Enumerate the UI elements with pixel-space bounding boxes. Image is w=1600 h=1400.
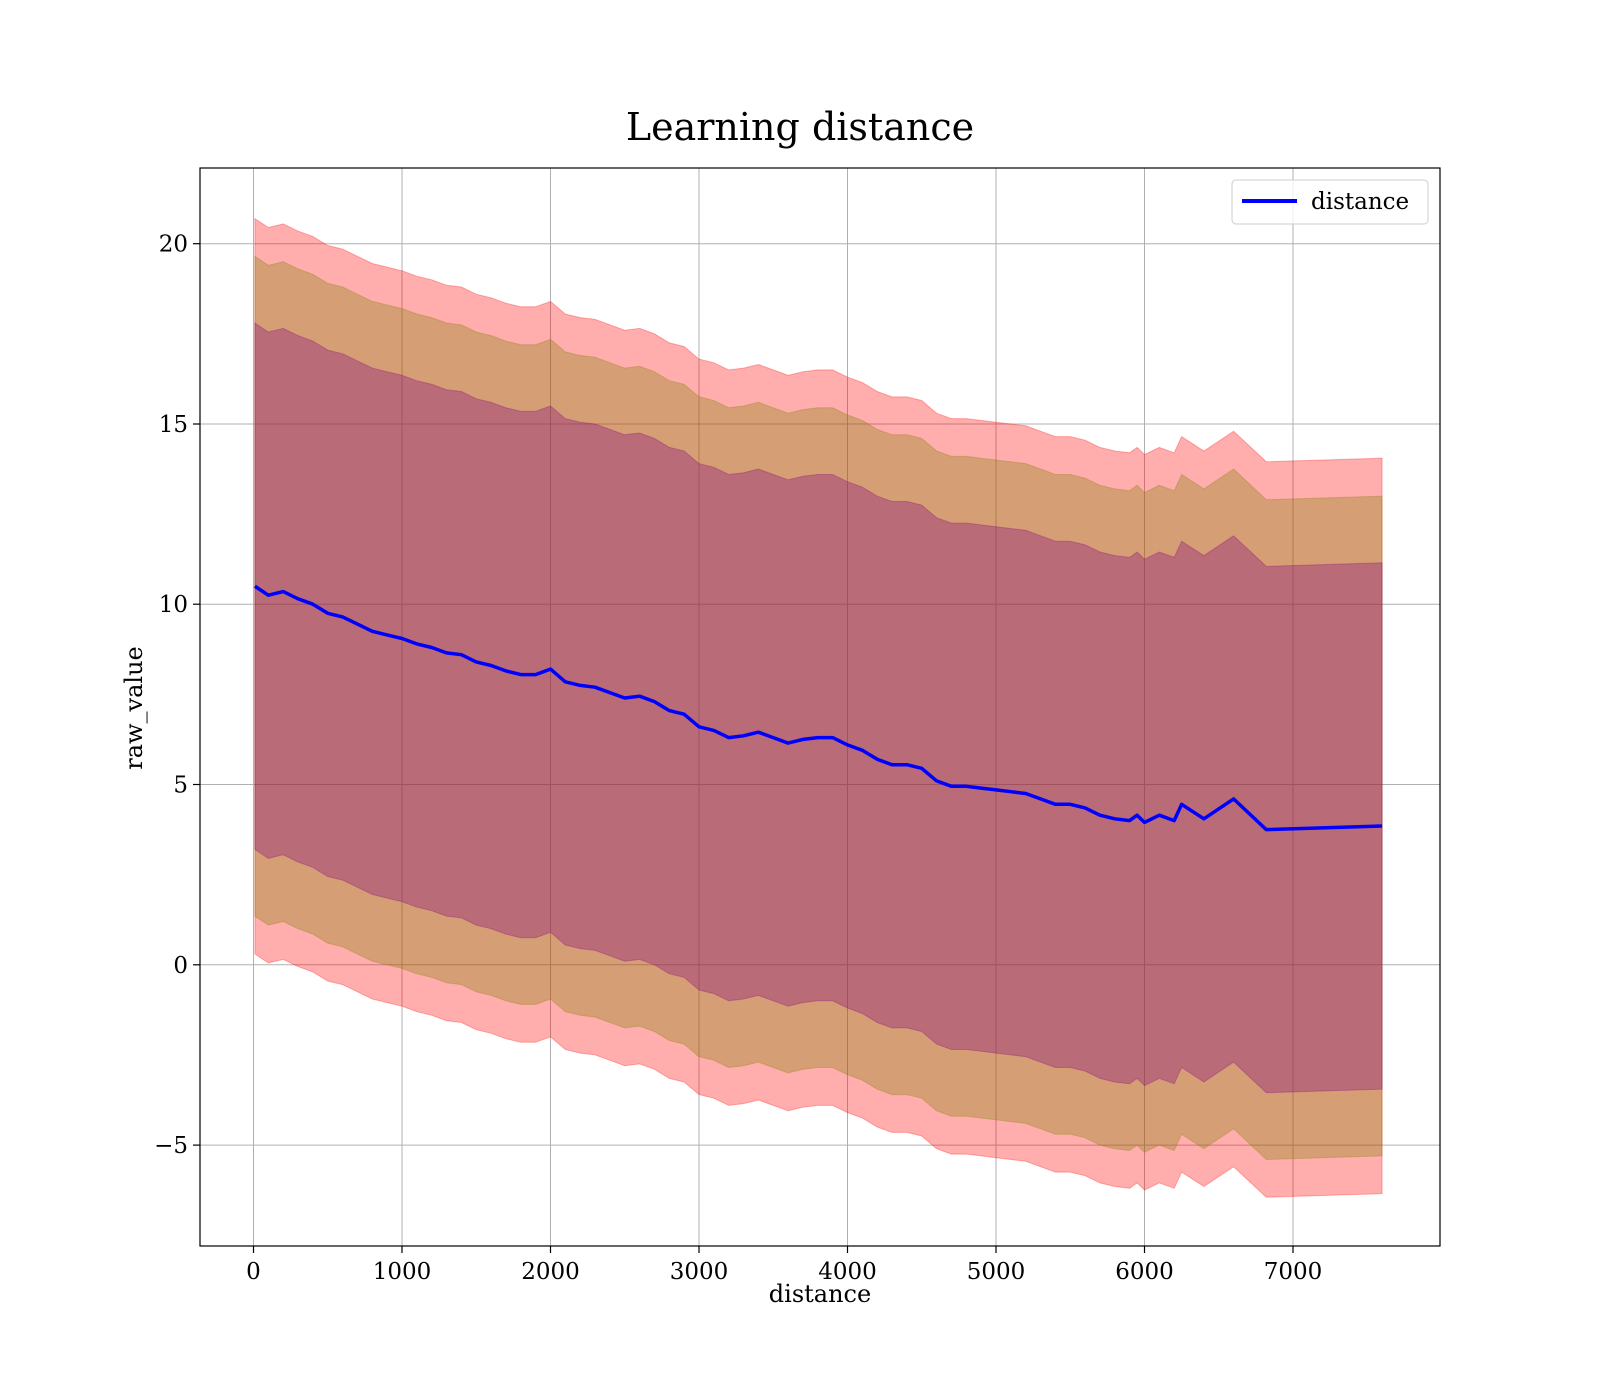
x-tick-label: 3000 <box>670 1259 729 1285</box>
ticks: 0 1000 2000 3000 4000 5000 6000 7000 −5 0 5 10 15 20 <box>154 232 1322 1285</box>
x-tick-label: 1000 <box>373 1259 432 1285</box>
x-tick-label: 0 <box>246 1259 261 1285</box>
series-lines <box>253 584 1383 832</box>
x-tick-label: 7000 <box>1264 1259 1323 1285</box>
confidence-band-1 <box>254 217 1383 1198</box>
legend-box <box>1231 179 1429 225</box>
confidence-band-3 <box>254 322 1383 1094</box>
x-tick-label: 6000 <box>1115 1259 1174 1285</box>
x-tick-label: 5000 <box>967 1259 1026 1285</box>
chart-title: Learning distance <box>626 105 974 149</box>
confidence-band-2 <box>254 255 1383 1161</box>
y-tick-label: 0 <box>173 953 188 979</box>
bands <box>254 217 1383 1198</box>
legend-label: distance <box>1311 189 1409 215</box>
y-tick-label: −5 <box>154 1133 188 1159</box>
y-tick-label: 20 <box>159 232 188 258</box>
y-tick-label: 5 <box>173 773 188 799</box>
x-axis-label: distance <box>769 1280 871 1308</box>
y-tick-label: 10 <box>159 592 188 618</box>
plot-frame <box>199 167 1441 1247</box>
legend: distance <box>1231 179 1429 225</box>
x-tick-label: 4000 <box>818 1259 877 1285</box>
y-tick-label: 15 <box>159 412 188 438</box>
grid <box>200 168 1440 1246</box>
y-axis-label: raw_value <box>120 646 148 770</box>
x-tick-label: 2000 <box>521 1259 580 1285</box>
series-line-distance <box>253 584 1383 832</box>
